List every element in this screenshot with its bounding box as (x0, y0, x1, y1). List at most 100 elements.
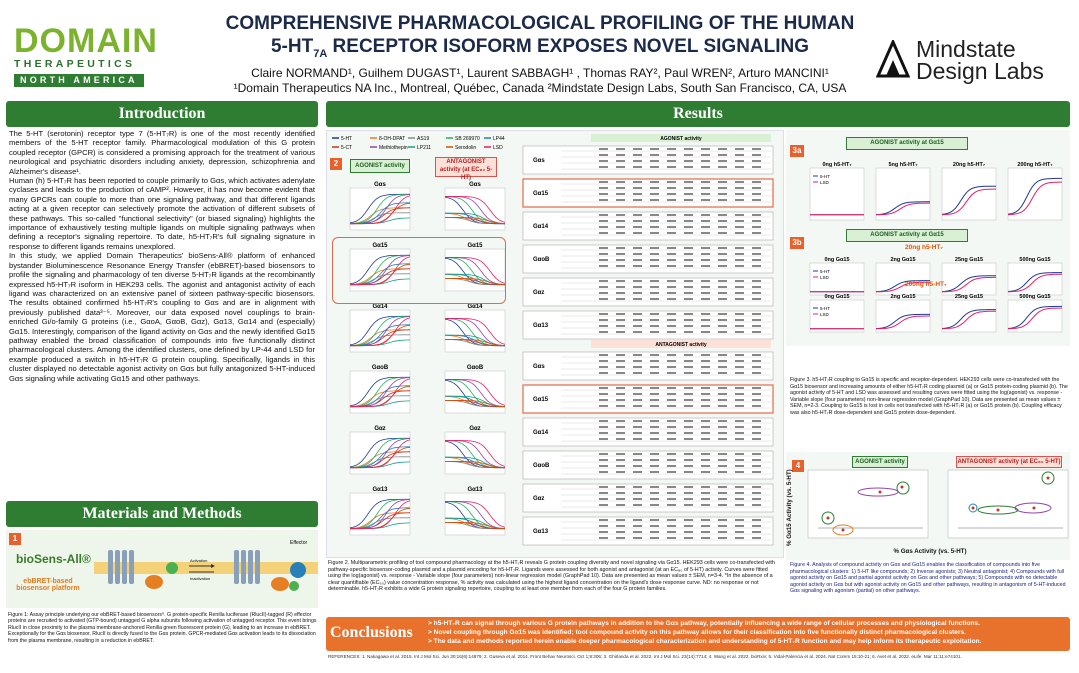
fig3-legend-entry: 5-HT (820, 306, 830, 311)
row-pathway-label: Gα13 (533, 323, 549, 329)
rgfp-icon (166, 562, 178, 574)
fig3-curve (941, 185, 996, 215)
dose-response-curve (349, 451, 411, 468)
dose-response-plot: Gα14 (349, 304, 411, 353)
dose-response-curve (349, 268, 411, 285)
table-row: Gαz (522, 483, 774, 513)
dose-response-curve (349, 376, 411, 407)
conclusions-panel (326, 617, 1070, 651)
antagonist-label: ANTAGONIST activity (at EC₈₀ 5-HT) (435, 157, 497, 181)
fig4-agonist-label: AGONIST activity (852, 456, 908, 468)
plot-title: Gαz (374, 426, 385, 432)
dose-response-plot: Gα15 (349, 243, 411, 292)
fig3b-row1-curves: 0ng Gα15 5-HT LSD 2ng Gα15 25ng Gα15 500ng Gα… (790, 253, 1070, 303)
references: REFERENCES: 1. Nakagawa et al. 2015. Int… (328, 654, 962, 659)
receptor-icon (108, 550, 134, 584)
introduction-body: The 5-HT (serotonin) receptor type 7 (5-… (9, 129, 315, 383)
fig4-antagonist-label: ANTAGONIST activity (at EC₈₀ 5-HT) (956, 456, 1062, 468)
receptor-icon-active (234, 550, 260, 584)
dose-response-curve (350, 378, 411, 408)
legend-entry: 8-OH-DPAT (379, 136, 405, 142)
legend-entry: LP211 (417, 145, 431, 151)
plot-title: Gαs (374, 182, 386, 188)
logo-subword: THERAPEUTICS (14, 58, 136, 70)
legend-entry: LP44 (493, 136, 505, 142)
dose-response-plot: Gαz (349, 426, 411, 475)
fig3-curve (876, 315, 930, 330)
logo-word: DOMAIN (14, 22, 158, 60)
dose-response-curve (445, 400, 506, 407)
fig3-plot-title: 5ng h5-HT₇ (888, 162, 917, 168)
fig3-plot: 25ng Gα15 (941, 257, 997, 296)
dose-response-plot: Gαs (349, 182, 411, 231)
intro-paragraph: The 5-HT (serotonin) receptor type 7 (5-… (9, 129, 315, 176)
fig3-plot-title: 2ng Gα15 (890, 257, 915, 263)
table-row: Gα15 (522, 178, 774, 208)
row-pathway-label: Gαs (533, 364, 545, 370)
figure1-panel: 1 bioSens-All® ebBRET-based biosensor pl… (6, 530, 318, 608)
dose-response-curve (349, 315, 411, 346)
table-row: Gαs (522, 351, 774, 381)
fig3b-row2-label: 200ng h5-HT₇ (905, 281, 947, 288)
plot-title: GαoB (372, 365, 389, 371)
dose-response-curve (445, 196, 506, 223)
row-pathway-label: Gαs (533, 158, 545, 164)
table-row: GαoB (522, 244, 774, 274)
dose-response-plot: Gα15 (444, 243, 506, 292)
legend-entry: AS19 (417, 136, 429, 142)
fig3-curve (875, 201, 930, 216)
fig3-plot: 500ng Gα15 (1007, 294, 1063, 333)
table-row: Gα14 (522, 417, 774, 447)
row-pathway-label: Gα15 (533, 397, 549, 403)
platform-name: bioSens-All® (16, 552, 91, 566)
fig3-plot-title: 0ng Gα15 (824, 257, 849, 263)
dose-response-curve (349, 390, 411, 407)
plot-title: GαoB (467, 365, 484, 371)
figure-number: 3b (790, 237, 804, 249)
figure-number: 1 (9, 533, 21, 545)
dose-response-curve (445, 217, 506, 224)
row-pathway-label: Gαz (533, 496, 544, 502)
row-pathway-label: Gα13 (533, 529, 549, 535)
dose-response-plot: Gα14 (444, 304, 506, 353)
dose-response-curve (349, 254, 411, 285)
logo-region: NORTH AMERICA (14, 74, 144, 87)
fig3-curve (875, 280, 930, 293)
mindstate-mark-icon (876, 40, 910, 78)
fig3-plot-title: 200ng h5-HT₇ (1017, 162, 1052, 168)
legend-entry: Methiothepin (379, 145, 408, 151)
figure-number: 2 (330, 158, 342, 170)
agonist-label: AGONIST activity (350, 159, 410, 173)
fig3-curve (941, 309, 996, 329)
fig3-curve (1007, 181, 1062, 216)
fig3-plot-title: 500ng Gα15 (1019, 257, 1050, 263)
fig3-plot: 2ng Gα15 (875, 257, 931, 296)
row-pathway-label: Gα14 (533, 430, 549, 436)
dose-response-plot: Gα13 (444, 487, 506, 536)
legend-entry: Serodolin (455, 145, 476, 151)
fig3-plot-title: 2ng Gα15 (890, 294, 915, 300)
table-row: Gα13 (522, 310, 774, 340)
figure2-curve-grid: Gαs Gαs Gα15 Gα15 Gα14 Gα14 GαoB GαoB Gαz Gαz Gα13… (332, 178, 517, 548)
table-row: GαoB (522, 450, 774, 480)
logo-right-line1: Mindstate (916, 36, 1016, 62)
fig3-curve (875, 313, 930, 330)
dose-response-curve (349, 512, 411, 529)
dose-response-curve (445, 339, 506, 346)
dose-response-curve (349, 498, 411, 529)
fig3-curve (875, 281, 930, 293)
table-row: Gαs (522, 145, 774, 175)
fig4-scatter (807, 469, 1069, 539)
fig3-plot: 25ng Gα15 (941, 294, 997, 333)
figure2-tables: AGONIST activity Gαs Gα15 Gα14 GαoB Gαz Gα13 AN… (521, 132, 777, 548)
g-protein-icon (145, 575, 163, 589)
figure4-caption: Figure 4. Analysis of compound activity … (790, 562, 1066, 595)
dose-response-curve (349, 193, 411, 224)
conclusions-list: > h5-HT₇R can signal through various G p… (428, 619, 1068, 646)
dose-response-plot: Gα13 (349, 487, 411, 536)
fig3-curve (942, 276, 996, 293)
figure2-legend: 5-HT 8-OH-DPAT AS19 SB 269970 LP44 5-CT Methio… (330, 132, 520, 152)
platform-subtitle: ebBRET-based biosensor platform (16, 578, 80, 592)
